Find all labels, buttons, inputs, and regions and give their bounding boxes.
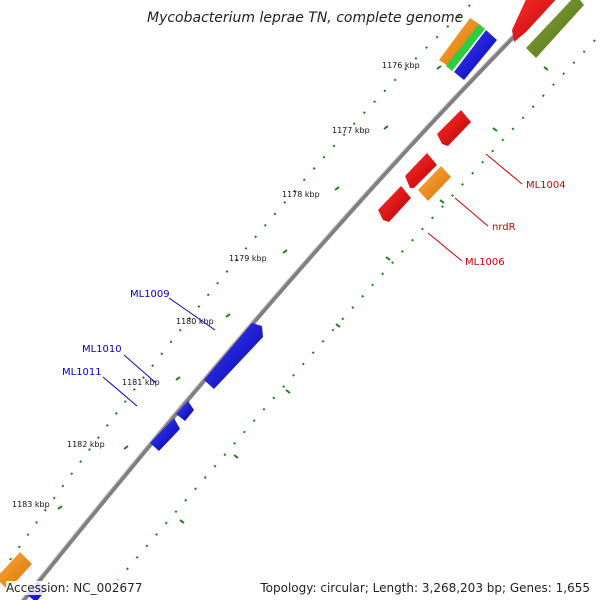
gene-ml1010[interactable] (176, 401, 194, 421)
gene-red-mid[interactable] (405, 153, 437, 188)
footer-bar: Accession: NC_002677 Topology: circular;… (0, 578, 600, 600)
tick-label-1182: 1182 kbp (67, 440, 105, 449)
green-feature-top[interactable] (446, 24, 485, 71)
tick-label-1183: 1183 kbp (12, 500, 50, 509)
blue-feature-top[interactable] (454, 30, 497, 80)
tick-label-1177: 1177 kbp (332, 126, 370, 135)
tick-marks (57, 65, 549, 524)
tick-rail-inner (2, 4, 471, 571)
genome-backbone (21, 0, 553, 600)
label-ml1004[interactable]: ML1004 (526, 180, 566, 191)
label-ml1010[interactable]: ML1010 (82, 344, 122, 355)
orange-feature-top[interactable] (439, 18, 479, 66)
label-leaders (102, 153, 523, 407)
label-ml1009[interactable]: ML1009 (130, 289, 170, 300)
gene-ml1011[interactable] (150, 418, 180, 451)
gene-ml1004[interactable] (437, 110, 471, 146)
map-title: Mycobacterium leprae TN, complete genome (147, 10, 463, 26)
tick-label-1176: 1176 kbp (382, 61, 420, 70)
label-ml1006[interactable]: ML1006 (465, 257, 505, 268)
label-nrdr[interactable]: nrdR (492, 222, 516, 233)
red-feature-top[interactable] (512, 0, 560, 42)
tick-label-1178: 1178 kbp (282, 190, 320, 199)
accession-label: Accession: NC_002677 (6, 581, 143, 595)
gene-ml1009[interactable] (204, 323, 263, 389)
olive-feature[interactable] (526, 0, 584, 58)
gene-ml1006[interactable] (378, 186, 411, 222)
topology-label: Topology: circular; Length: 3,268,203 bp… (260, 581, 590, 595)
tick-label-1180: 1180 kbp (176, 317, 214, 326)
orange-feature-bottom[interactable] (0, 552, 32, 590)
gene-nrdr[interactable] (418, 166, 451, 201)
tick-rail-outer (117, 39, 596, 581)
tick-label-1181: 1181 kbp (122, 378, 160, 387)
tick-label-1179: 1179 kbp (229, 254, 267, 263)
label-ml1011[interactable]: ML1011 (62, 367, 102, 378)
